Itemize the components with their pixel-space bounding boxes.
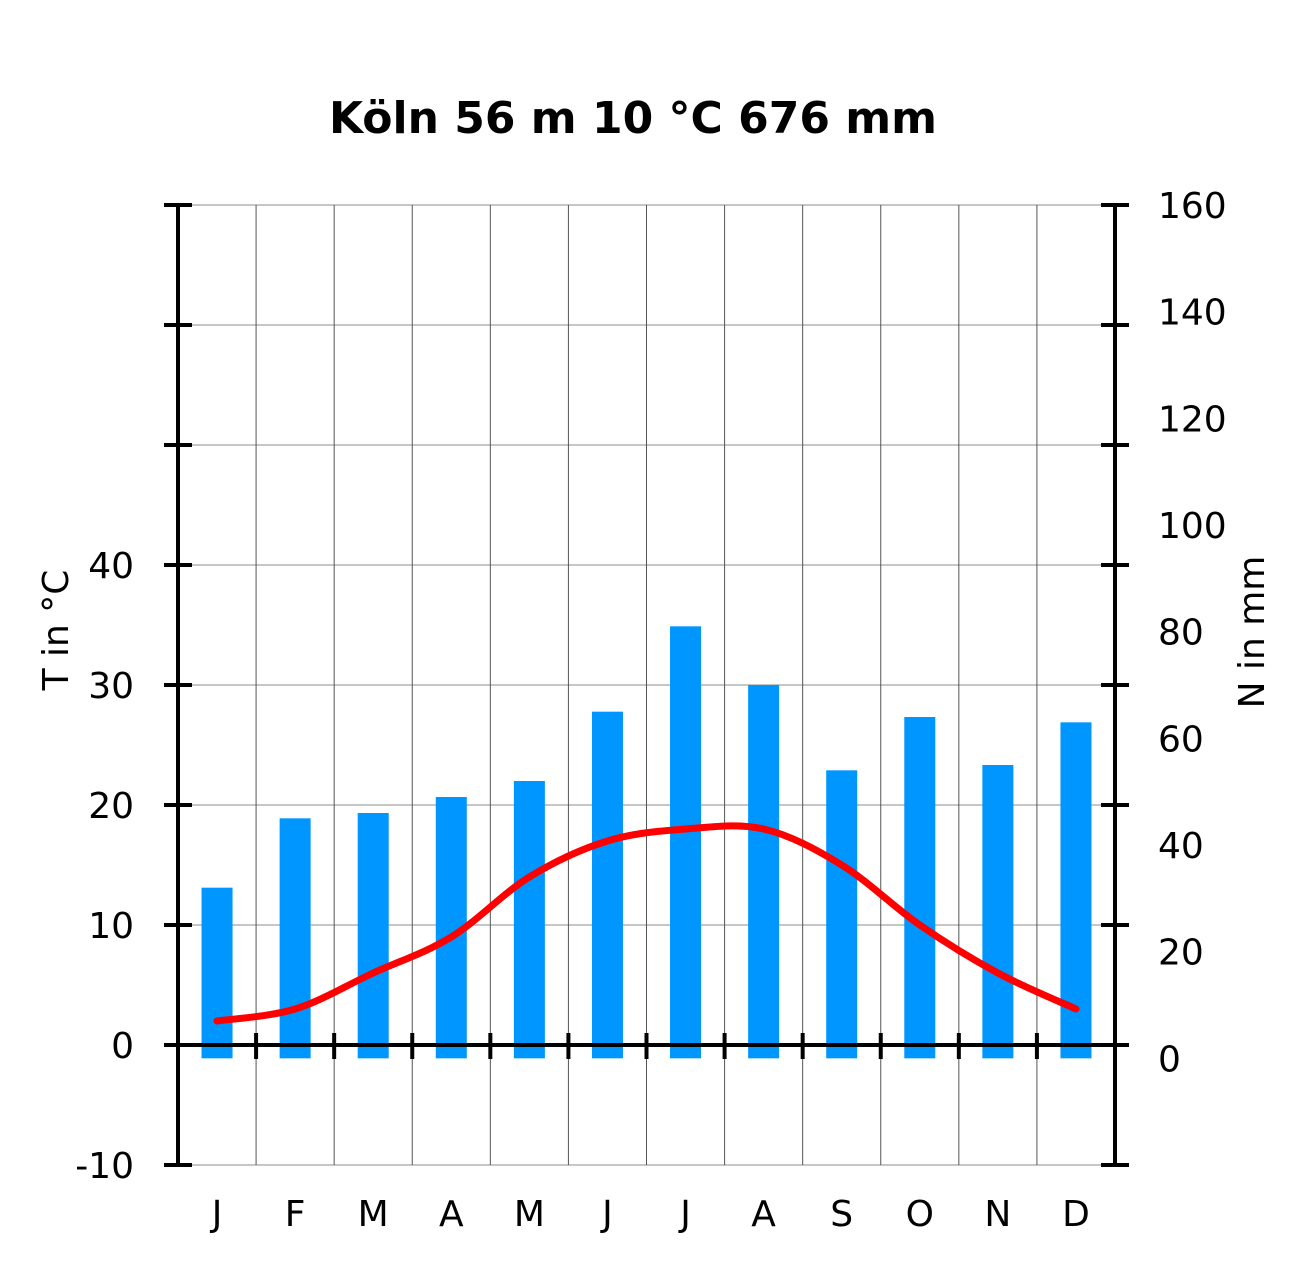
precipitation-bar — [904, 717, 936, 1059]
right-axis-label: N in mm — [1232, 556, 1273, 709]
left-tick-label: 30 — [88, 666, 134, 707]
axes — [164, 203, 1129, 1167]
month-label: J — [210, 1194, 223, 1235]
precipitation-bar — [826, 770, 858, 1059]
precipitation-bar — [513, 781, 545, 1059]
precipitation-bar — [670, 626, 702, 1059]
right-tick-label: 60 — [1158, 719, 1204, 760]
month-label: O — [906, 1194, 934, 1235]
precipitation-bar — [201, 887, 233, 1059]
month-label: M — [358, 1194, 389, 1235]
precipitation-bar — [591, 711, 623, 1059]
month-label: S — [830, 1194, 853, 1235]
left-tick-label: 20 — [88, 786, 134, 827]
right-tick-label: 0 — [1158, 1039, 1181, 1080]
temperature-curve — [213, 822, 1080, 1025]
right-tick-label: 80 — [1158, 613, 1204, 654]
left-tick-label: 10 — [88, 906, 134, 947]
precipitation-bar — [982, 765, 1014, 1059]
left-tick-label: -10 — [75, 1146, 134, 1187]
precipitation-bar — [748, 685, 780, 1059]
chart-title: Köln 56 m 10 °C 676 mm — [329, 93, 937, 144]
tick-labels: -10 0 10 20 30 40 0 20 40 60 80 100 120 140 160 J F M A M J J… — [75, 186, 1227, 1235]
month-label: J — [678, 1194, 691, 1235]
precipitation-bar — [357, 813, 389, 1059]
right-tick-label: 120 — [1158, 399, 1227, 440]
precipitation-bars — [201, 626, 1092, 1059]
left-tick-label: 40 — [88, 546, 134, 587]
month-label: N — [984, 1194, 1011, 1235]
month-label: J — [600, 1194, 613, 1235]
grid — [178, 204, 1115, 1166]
right-tick-label: 160 — [1158, 186, 1227, 227]
right-tick-label: 20 — [1158, 933, 1204, 974]
precipitation-bar — [279, 818, 311, 1059]
month-label: A — [751, 1194, 776, 1235]
right-tick-label: 140 — [1158, 293, 1227, 334]
right-tick-label: 40 — [1158, 826, 1204, 867]
temperature-line — [213, 822, 1080, 1025]
right-tick-label: 100 — [1158, 506, 1227, 547]
month-label: D — [1062, 1194, 1090, 1235]
month-label: F — [285, 1194, 306, 1235]
month-label: M — [514, 1194, 545, 1235]
left-tick-label: 0 — [111, 1026, 134, 1067]
left-axis-label: T in °C — [36, 570, 77, 692]
month-label: A — [439, 1194, 464, 1235]
